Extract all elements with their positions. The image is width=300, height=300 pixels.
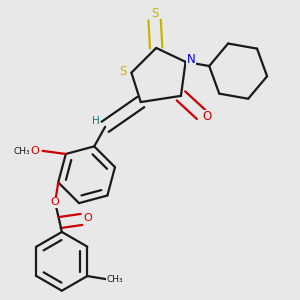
Text: CH₃: CH₃ — [106, 274, 123, 284]
Text: CH₃: CH₃ — [13, 147, 30, 156]
Text: H: H — [92, 116, 100, 126]
Text: S: S — [151, 7, 158, 20]
Text: O: O — [31, 146, 39, 156]
Text: O: O — [84, 213, 93, 223]
Text: S: S — [119, 64, 127, 78]
Text: N: N — [187, 53, 196, 66]
Text: O: O — [51, 197, 59, 207]
Text: O: O — [202, 110, 212, 123]
